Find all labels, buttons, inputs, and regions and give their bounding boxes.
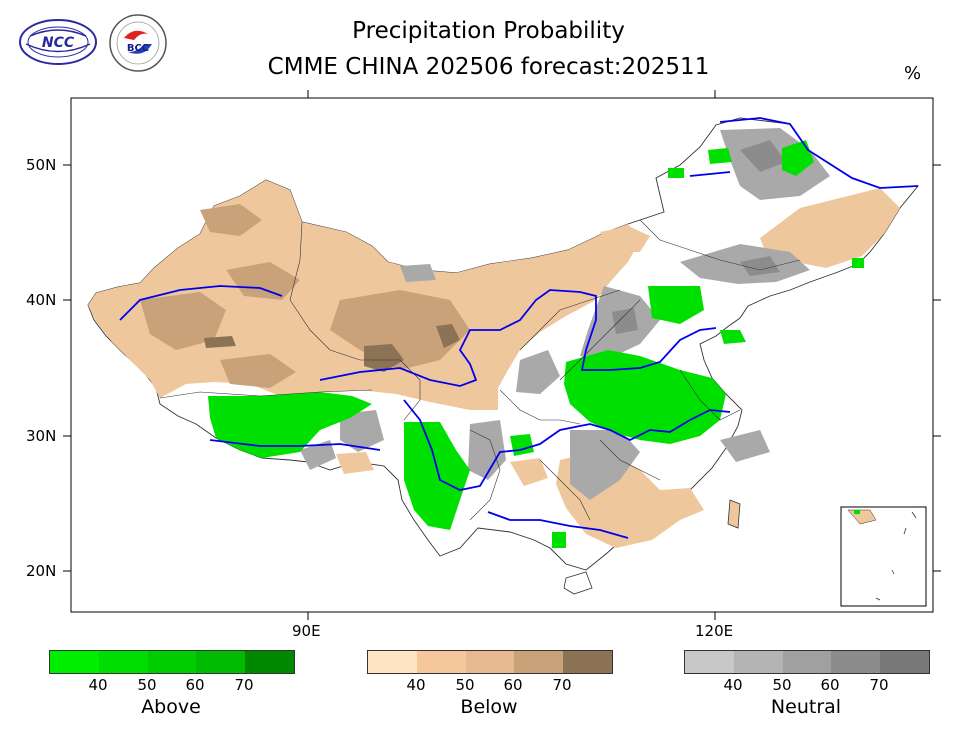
colorbar-below-swatch — [368, 651, 417, 673]
colorbar-below-swatch — [465, 651, 515, 673]
inset-green — [854, 510, 860, 514]
lat-label-30n: 30N — [26, 427, 57, 445]
colorbar-below-swatch — [514, 651, 564, 673]
tick: 40 — [406, 676, 426, 694]
lon-label-90e: 90E — [292, 622, 321, 640]
colorbar-neutral-swatch — [685, 651, 734, 673]
bcc-logo: BCC — [109, 14, 167, 72]
ncc-logo: NCC — [19, 19, 97, 65]
colorbar-neutral-swatch — [733, 651, 783, 673]
colorbar-above-label: Above — [141, 696, 201, 718]
south-china-sea-inset — [840, 506, 927, 607]
province-borders — [159, 219, 801, 521]
map-title: Precipitation Probability — [352, 18, 625, 44]
colorbar-below — [367, 650, 613, 674]
ncc-logo-text: NCC — [42, 35, 75, 51]
colorbar-neutral-swatch — [831, 651, 881, 673]
hainan — [563, 571, 593, 595]
rivers — [119, 117, 919, 539]
colorbar-neutral — [684, 650, 930, 674]
colorbar-neutral-swatch — [880, 651, 929, 673]
map-subtitle: CMME CHINA 202506 forecast:202511 — [267, 54, 710, 80]
lat-label-50n: 50N — [26, 156, 57, 174]
tick: 60 — [503, 676, 523, 694]
tick: 70 — [234, 676, 254, 694]
axis-ticks — [63, 90, 941, 620]
neutral-patches-dark — [612, 140, 786, 334]
tick: 70 — [552, 676, 572, 694]
colorbar-above-swatch — [147, 651, 197, 673]
bcc-logo-text: BCC — [127, 43, 149, 54]
tick: 50 — [455, 676, 475, 694]
lat-label-40n: 40N — [26, 291, 57, 309]
taiwan — [727, 499, 741, 529]
colorbar-below-label: Below — [460, 696, 518, 718]
logo-group: NCC BCC — [18, 14, 178, 78]
colorbar-above-swatch — [50, 651, 99, 673]
logos-svg: NCC BCC — [19, 14, 167, 72]
colorbar-neutral-swatch — [782, 651, 832, 673]
colorbar-below-swatch — [563, 651, 612, 673]
colorbar-neutral-label: Neutral — [770, 696, 842, 718]
lon-label-120e: 120E — [695, 622, 734, 640]
below-patches-70 — [204, 324, 460, 372]
colorbar-above — [49, 650, 295, 674]
colorbar-above-swatch — [245, 651, 294, 673]
lat-label-20n: 20N — [26, 562, 57, 580]
tick: 50 — [137, 676, 157, 694]
colorbar-above-swatch — [196, 651, 246, 673]
tick: 60 — [820, 676, 840, 694]
colorbar-below-swatch — [416, 651, 466, 673]
tick: 70 — [869, 676, 889, 694]
above-regions — [208, 140, 864, 548]
tick: 40 — [88, 676, 108, 694]
below-region-northwest — [88, 180, 640, 410]
tick: 50 — [772, 676, 792, 694]
tick: 40 — [723, 676, 743, 694]
tick: 60 — [185, 676, 205, 694]
unit-label: % — [904, 63, 922, 84]
colorbar-above-swatch — [98, 651, 148, 673]
inset-islands — [875, 511, 917, 601]
